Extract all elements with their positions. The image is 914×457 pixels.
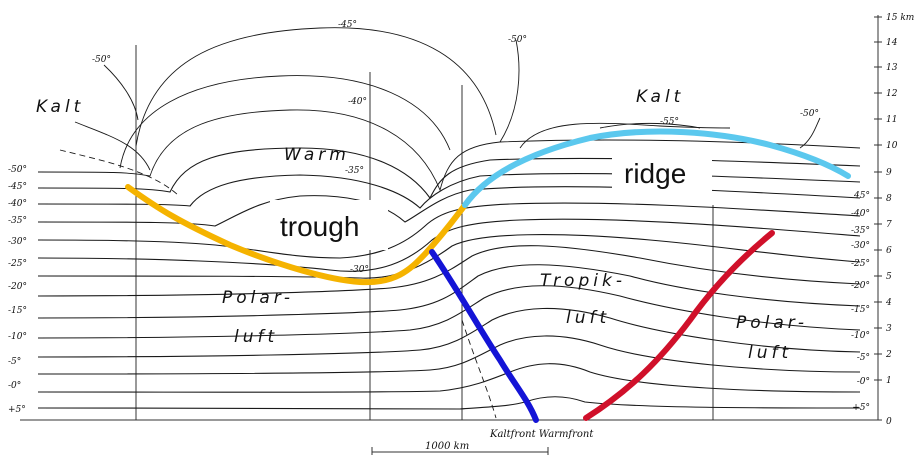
- cold-front-line: [429, 249, 539, 423]
- right-axis-km-label: 6: [886, 246, 892, 256]
- label-polar-left-2: luft: [234, 327, 278, 347]
- right-axis-temp-labels: 45° -40° -35° -30° -25° -20° -15° -10° -5° -0° +5°: [851, 191, 870, 413]
- right-axis-temp-label: -20°: [851, 281, 870, 291]
- left-axis-label: -40°: [8, 199, 27, 209]
- right-axis-temp-label: +5°: [852, 403, 870, 413]
- isotherm-label-m35: -35°: [345, 166, 364, 176]
- trough-label-box: [270, 200, 388, 250]
- left-axis-label: -10°: [8, 332, 27, 342]
- right-axis-km-label: 0: [886, 417, 892, 427]
- left-axis-label: -35°: [8, 216, 27, 226]
- left-axis-label: +5°: [8, 405, 26, 415]
- right-axis-temp-label: -30°: [851, 241, 870, 251]
- right-axis-km-label: 10: [886, 141, 898, 151]
- isotherm-label-m55: -55°: [660, 117, 679, 127]
- right-axis-ticks: [874, 16, 882, 421]
- label-ridge: ridge: [624, 158, 686, 189]
- right-axis-km-label: 12: [886, 89, 898, 99]
- right-axis-km-label: 7: [886, 220, 892, 230]
- isotherm-label-m50-left: -50°: [92, 55, 111, 65]
- right-axis-km-label: 4: [885, 298, 892, 308]
- left-axis-label: -30°: [8, 237, 27, 247]
- right-axis-temp-label: -35°: [851, 226, 870, 236]
- ridge-label-box: [612, 147, 712, 199]
- left-axis-label: -25°: [8, 259, 27, 269]
- left-axis-label: -50°: [8, 165, 27, 175]
- label-polar-left-1: Polar-: [222, 288, 294, 308]
- ridge-front-line: [462, 128, 851, 208]
- label-tropik-1: Tropik-: [540, 271, 626, 291]
- right-axis-temp-label: -15°: [851, 305, 870, 315]
- left-axis-label: -0°: [8, 381, 21, 391]
- isotherm-label-m50-top: -50°: [508, 35, 527, 45]
- warm-front-line: [583, 230, 775, 421]
- right-axis-temp-label: -0°: [857, 377, 870, 387]
- isotherm-label-m45: -45°: [338, 20, 357, 30]
- left-axis-label: -15°: [8, 306, 27, 316]
- right-axis-km-label: 13: [886, 63, 898, 73]
- left-axis-label: -20°: [8, 282, 27, 292]
- isotherm-label-m50-right: -50°: [800, 109, 819, 119]
- right-axis-temp-label: -5°: [857, 353, 870, 363]
- label-trough: trough: [280, 211, 359, 242]
- right-axis-km-label: 15 km: [886, 13, 914, 23]
- label-warm: Warm: [284, 145, 350, 165]
- trough-front-line: [125, 184, 468, 286]
- right-axis-temp-label: -25°: [851, 259, 870, 269]
- right-axis-km-label: 11: [886, 115, 897, 125]
- label-kalt-left: Kalt: [36, 97, 84, 117]
- left-axis-label: -45°: [8, 182, 27, 192]
- left-axis-label: -5°: [8, 357, 21, 367]
- label-kalt-right: Kalt: [636, 87, 684, 107]
- right-axis-temp-label: -40°: [851, 209, 870, 219]
- right-axis-temp-label: -10°: [851, 331, 870, 341]
- right-axis-km-label: 9: [886, 168, 892, 178]
- right-axis-km-label: 5: [886, 272, 892, 282]
- right-axis-km-label: 2: [885, 350, 892, 360]
- isotherm-label-m40: -40°: [348, 97, 367, 107]
- isotherms-lower: [37, 234, 861, 410]
- right-axis-km-label: 3: [886, 324, 892, 334]
- right-axis-km-label: 8: [886, 194, 892, 204]
- label-fronts: Kaltfront Warmfront: [489, 429, 594, 440]
- left-axis-labels: -50° -45° -40° -35° -30° -25° -20° -15° -10° -5° -…: [8, 165, 27, 415]
- right-axis-temp-label: 45°: [853, 191, 870, 201]
- isotherm-label-m30: -30°: [350, 265, 369, 275]
- label-polar-right-2: luft: [748, 343, 792, 363]
- right-axis-km-label: 14: [886, 38, 898, 48]
- label-polar-right-1: Polar-: [736, 313, 808, 333]
- label-tropik-2: luft: [566, 308, 610, 328]
- scale-label: 1000 km: [425, 441, 469, 452]
- right-axis-km-label: 1: [886, 376, 892, 386]
